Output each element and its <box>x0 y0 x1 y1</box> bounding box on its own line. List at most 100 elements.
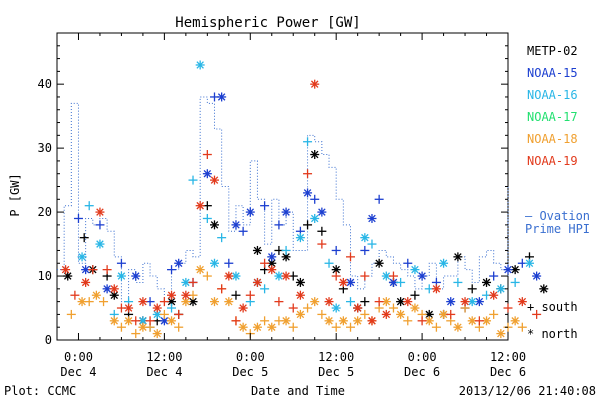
x-tick-label-date: Dec 5 <box>318 365 354 379</box>
data-point <box>159 309 169 319</box>
data-point <box>217 233 227 243</box>
y-tick-label: 30 <box>38 141 52 155</box>
data-point <box>267 265 277 275</box>
data-point <box>338 277 348 287</box>
x-tick-label-time: 12:00 <box>318 350 354 364</box>
data-point <box>489 309 499 319</box>
data-point <box>510 277 520 287</box>
data-point <box>238 226 248 236</box>
data-point <box>396 309 406 319</box>
legend-entry: NOAA-16 <box>527 88 578 102</box>
data-point <box>374 297 384 307</box>
data-point <box>346 322 356 332</box>
data-point <box>209 258 219 268</box>
x-tick-label-date: Dec 6 <box>404 365 440 379</box>
data-point <box>260 201 270 211</box>
data-point <box>374 258 384 268</box>
x-tick-label-time: 12:00 <box>490 350 526 364</box>
data-point <box>524 258 534 268</box>
data-point <box>174 309 184 319</box>
data-point <box>381 271 391 281</box>
data-point <box>388 271 398 281</box>
data-point <box>310 79 320 89</box>
data-point <box>84 297 94 307</box>
data-point <box>496 284 506 294</box>
ovation-label-2: Prime HPI <box>525 222 590 236</box>
ovation-hpi-line <box>57 96 509 303</box>
x-axis-label: Date and Time <box>251 384 345 398</box>
data-point <box>252 277 262 287</box>
data-point <box>73 213 83 223</box>
data-point <box>188 277 198 287</box>
data-point <box>167 290 177 300</box>
data-point <box>281 316 291 326</box>
x-tick-label-time: 0:00 <box>236 350 265 364</box>
data-point <box>532 309 542 319</box>
data-point <box>532 271 542 281</box>
data-point <box>181 290 191 300</box>
data-point <box>95 207 105 217</box>
data-point <box>303 169 313 179</box>
data-point <box>195 201 205 211</box>
legend: METP-02 NOAA-15 NOAA-16 NOAA-17 NOAA-18 NOAA-… <box>527 44 578 341</box>
data-point <box>231 220 241 230</box>
data-point <box>338 316 348 326</box>
footer-left: Plot: CCMC <box>4 384 76 398</box>
data-point <box>281 245 291 255</box>
data-point <box>288 303 298 313</box>
chart-title: Hemispheric Power [GW] <box>175 15 360 31</box>
ovation-label-1: — Ovation <box>525 209 590 223</box>
data-point <box>202 213 212 223</box>
data-point <box>109 316 119 326</box>
data-point <box>317 239 327 249</box>
data-point <box>188 175 198 185</box>
data-point <box>360 297 370 307</box>
data-point <box>324 316 334 326</box>
data-point <box>331 322 341 332</box>
data-point <box>260 284 270 294</box>
data-point <box>95 220 105 230</box>
data-point <box>295 277 305 287</box>
data-point <box>396 277 406 287</box>
data-point <box>310 194 320 204</box>
data-point <box>159 297 169 307</box>
x-tick-label-time: 0:00 <box>408 350 437 364</box>
data-point <box>238 303 248 313</box>
y-tick-label: 0 <box>45 333 52 347</box>
data-point <box>410 265 420 275</box>
data-point <box>374 194 384 204</box>
x-tick-label-date: Dec 5 <box>232 365 268 379</box>
data-point <box>274 220 284 230</box>
data-point <box>510 265 520 275</box>
data-point <box>403 297 413 307</box>
data-point <box>539 284 549 294</box>
data-point <box>403 316 413 326</box>
data-point <box>281 271 291 281</box>
data-point <box>310 213 320 223</box>
data-point <box>91 290 101 300</box>
data-point <box>331 271 341 281</box>
data-points <box>61 60 549 339</box>
data-point <box>431 284 441 294</box>
data-point <box>446 297 456 307</box>
data-point <box>410 303 420 313</box>
data-point <box>77 252 87 262</box>
data-point <box>81 277 91 287</box>
data-point <box>482 277 492 287</box>
data-point <box>116 271 126 281</box>
data-point <box>281 252 291 262</box>
data-point <box>324 297 334 307</box>
data-point <box>331 245 341 255</box>
data-point <box>517 297 527 307</box>
data-point <box>317 309 327 319</box>
data-point <box>274 297 284 307</box>
data-point <box>496 329 506 339</box>
x-tick-label-date: Dec 4 <box>60 365 96 379</box>
x-tick-label-date: Dec 4 <box>146 365 182 379</box>
data-point <box>503 265 513 275</box>
x-tick-label-date: Dec 6 <box>490 365 526 379</box>
data-point <box>195 60 205 70</box>
data-point <box>124 303 134 313</box>
